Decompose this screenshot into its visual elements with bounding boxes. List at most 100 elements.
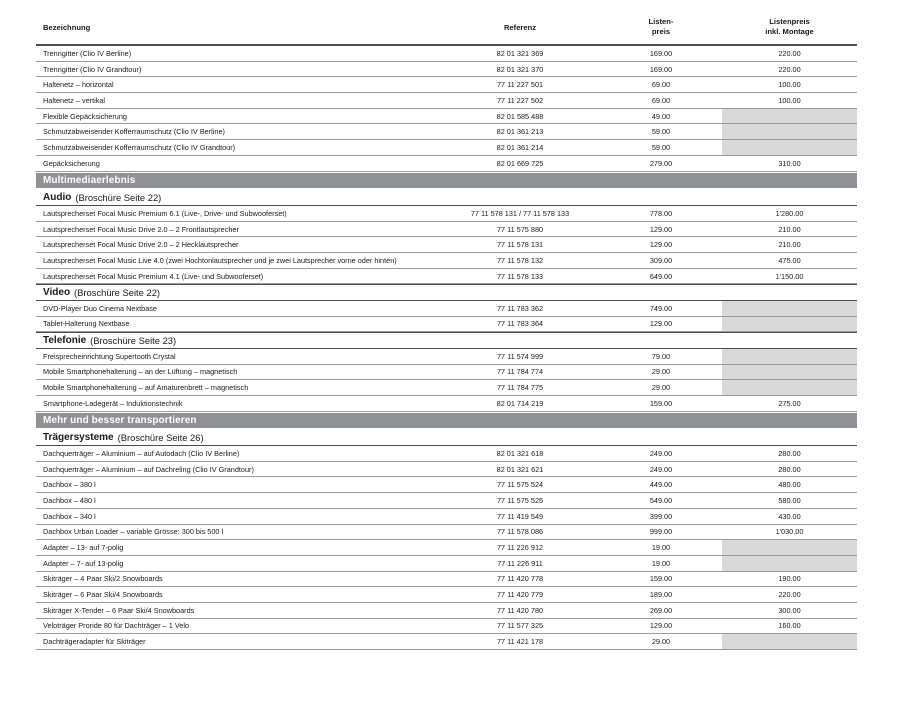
subsection-header-row: Video (Broschüre Seite 22) <box>36 284 857 301</box>
item-reference-cell: 82 01 714 219 <box>496 398 544 408</box>
table-row: Dachbox – 340 l 77 11 419 549 399.00 430.00 <box>36 509 857 525</box>
accessories-price-table: Bezeichnung Referenz Listen- preis Liste… <box>36 10 857 650</box>
item-list-price-cell: 19.00 <box>651 543 671 553</box>
table-row: Skiträger X-Tender – 6 Paar Ski/4 Snowbo… <box>36 603 857 619</box>
section-title: Multimediaerlebnis <box>36 173 857 188</box>
item-montage-price-cell: 300.00 <box>778 605 801 615</box>
item-list-price-cell: 59.00 <box>651 127 671 137</box>
table-row: Schmutzabweisender Kofferraumschutz (Cli… <box>36 124 857 141</box>
item-reference-cell: 82 01 669 725 <box>496 158 544 168</box>
item-montage-price-cell: 1'280.00 <box>775 208 804 218</box>
column-header-bezeichnung: Bezeichnung <box>43 22 91 32</box>
item-montage-price-cell: 480.00 <box>778 480 801 490</box>
item-list-price-cell: 249.00 <box>649 448 673 458</box>
item-list-price-cell: 549.00 <box>649 495 673 505</box>
table-row: Lautsprecherset Focal Music Drive 2.0 – … <box>36 237 857 254</box>
item-reference-cell: 77 11 575 880 <box>496 224 544 234</box>
table-row: Smartphone-Ladegerät – Induktionstechnik… <box>36 396 857 412</box>
subsection-title: Video <box>43 287 71 299</box>
subsection-title: Trägersysteme <box>43 431 114 443</box>
item-montage-price-cell: 100.00 <box>778 95 801 105</box>
item-reference-cell: 77 11 226 912 <box>496 543 544 553</box>
item-reference-cell: 77 11 575 524 <box>496 480 544 490</box>
subsection-header-row: Audio (Broschüre Seite 22) <box>36 190 857 206</box>
table-row: Dachbox Urban Loader – variable Grösse: … <box>36 525 857 541</box>
item-list-price-cell: 399.00 <box>649 511 673 521</box>
table-row: Mobile Smartphonehalterung – auf Amature… <box>36 380 857 396</box>
item-montage-price-cell: 280.00 <box>778 448 801 458</box>
table-row: Gepäcksicherung 82 01 669 725 279.00 310.00 <box>36 156 857 172</box>
item-montage-price-cell: 475.00 <box>778 255 801 265</box>
item-name-cell: Adapter – 13- auf 7-polig <box>43 543 124 553</box>
table-row: Lautsprecherset Focal Music Live 4.0 (zw… <box>36 253 857 269</box>
item-montage-price-cell <box>722 380 857 395</box>
item-reference-cell: 77 11 783 364 <box>496 319 544 329</box>
item-reference-cell: 77 11 577 325 <box>496 621 544 631</box>
item-list-price-cell: 79.00 <box>651 351 671 361</box>
item-name-cell: Lautsprecherset Focal Music Premium 6.1 … <box>43 208 287 218</box>
item-name-cell: Lautsprecherset Focal Music Drive 2.0 – … <box>43 240 239 250</box>
item-name-cell: Dachbox – 380 l <box>43 480 96 490</box>
item-name-cell: Schmutzabweisender Kofferraumschutz (Cli… <box>43 127 225 137</box>
item-montage-price-cell: 280.00 <box>778 464 801 474</box>
subsection-header-row: Trägersysteme (Broschüre Seite 26) <box>36 430 857 447</box>
item-montage-price-cell <box>722 108 857 124</box>
item-name-cell: Haltenetz – horizontal <box>43 80 114 90</box>
table-row: Adapter – 7- auf 13-polig 77 11 226 911 19… <box>36 555 857 572</box>
item-list-price-cell: 169.00 <box>649 48 673 58</box>
item-montage-price-cell <box>722 348 857 364</box>
item-name-cell: Smartphone-Ladegerät – Induktionstechnik <box>43 398 183 408</box>
item-montage-price-cell: 1'030.00 <box>775 527 804 537</box>
item-list-price-cell: 169.00 <box>649 64 673 74</box>
item-name-cell: Skiträger X-Tender – 6 Paar Ski/4 Snowbo… <box>43 605 195 615</box>
item-name-cell: Dachbox – 480 l <box>43 495 96 505</box>
item-list-price-cell: 279.00 <box>649 158 673 168</box>
item-montage-price-cell: 210.00 <box>778 240 801 250</box>
section-header-bar: Multimediaerlebnis <box>36 172 857 190</box>
item-montage-price-cell <box>722 316 857 332</box>
item-reference-cell: 77 11 578 131 / 77 11 578 133 <box>470 208 570 218</box>
table-row: Haltenetz – horizontal 77 11 227 501 69.00… <box>36 77 857 94</box>
item-name-cell: Freisprecheinrichtung Supertooth Crystal <box>43 351 176 361</box>
item-montage-price-cell: 1'150.00 <box>775 271 804 281</box>
item-montage-price-cell <box>722 124 857 140</box>
item-reference-cell: 82 01 585 488 <box>496 111 544 121</box>
item-reference-cell: 77 11 575 525 <box>496 495 544 505</box>
subsection-note: (Broschüre Seite 22) <box>75 191 162 203</box>
item-list-price-cell: 129.00 <box>649 621 673 631</box>
item-list-price-cell: 19.00 <box>651 558 671 568</box>
item-montage-price-cell: 220.00 <box>778 64 801 74</box>
subsection-note: (Broschüre Seite 23) <box>90 335 177 347</box>
column-header-listenpreis: Listen- preis <box>600 10 722 44</box>
table-row: Lautsprecherset Focal Music Premium 4.1 … <box>36 269 857 285</box>
subsection-title: Telefonie <box>43 335 87 347</box>
item-montage-price-cell: 220.00 <box>778 48 801 58</box>
table-row: Dachquerträger – Aluminium – auf Dachrel… <box>36 462 857 478</box>
item-reference-cell: 77 11 421 178 <box>496 637 544 647</box>
item-list-price-cell: 129.00 <box>649 240 673 250</box>
item-montage-price-cell: 100.00 <box>778 80 801 90</box>
table-row: Dachbox – 380 l 77 11 575 524 449.00 480.00 <box>36 477 857 494</box>
item-reference-cell: 77 11 420 780 <box>496 605 544 615</box>
item-reference-cell: 77 11 578 133 <box>496 271 544 281</box>
item-name-cell: Flexible Gepäcksicherung <box>43 111 127 121</box>
item-list-price-cell: 129.00 <box>649 319 673 329</box>
table-row: Tablet-Halterung Nextbase 77 11 783 364 12… <box>36 316 857 333</box>
item-name-cell: Lautsprecherset Focal Music Drive 2.0 – … <box>43 224 239 234</box>
table-row: Mobile Smartphonehalterung – an der Lüft… <box>36 364 857 381</box>
table-row: Adapter – 13- auf 7-polig 77 11 226 912 19… <box>36 540 857 556</box>
column-header-listenpreis-line2: preis <box>651 27 671 36</box>
item-list-price-cell: 129.00 <box>649 224 673 234</box>
item-list-price-cell: 249.00 <box>649 464 673 474</box>
item-reference-cell: 82 01 321 370 <box>496 64 544 74</box>
item-reference-cell: 82 01 321 621 <box>496 464 544 474</box>
item-reference-cell: 77 11 784 775 <box>496 383 544 393</box>
item-reference-cell: 77 11 226 911 <box>497 558 543 568</box>
item-montage-price-cell: 160.00 <box>778 621 801 631</box>
item-reference-cell: 77 11 578 132 <box>496 255 544 265</box>
table-row: Schmutzabweisender Kofferraumschutz (Cli… <box>36 140 857 156</box>
item-reference-cell: 77 11 227 501 <box>496 80 544 90</box>
item-list-price-cell: 778.00 <box>649 208 673 218</box>
item-montage-price-cell: 430.00 <box>778 511 801 521</box>
item-reference-cell: 77 11 420 779 <box>496 590 544 600</box>
